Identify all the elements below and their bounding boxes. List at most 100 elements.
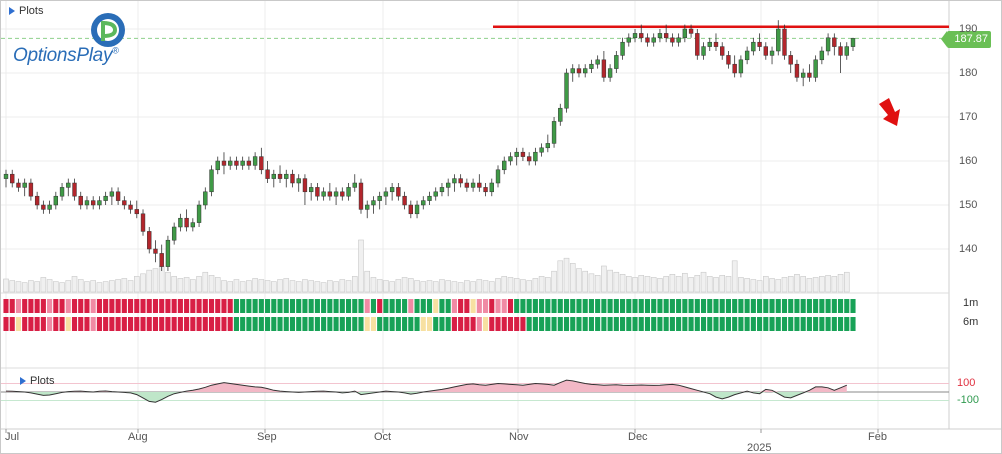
rating-cell-6m (395, 317, 401, 331)
volume-bar (21, 282, 28, 293)
rating-cell-6m (601, 317, 607, 331)
candle-body (526, 156, 532, 162)
candle-body (147, 231, 152, 250)
candle-body (10, 173, 15, 184)
rating-cell-1m (464, 299, 470, 313)
rating-cell-6m (252, 317, 258, 331)
volume-bar (109, 280, 115, 293)
candle-body (595, 59, 600, 65)
volume-bar (700, 271, 707, 293)
volume-bar (488, 281, 495, 293)
candle-body (558, 107, 563, 122)
candle-body (41, 204, 46, 210)
rating-cell-6m (408, 317, 414, 331)
rating-cell-6m (15, 317, 22, 331)
rating-cell-1m (383, 299, 389, 313)
rating-cell-1m (713, 299, 719, 313)
logo-mark-icon (91, 13, 125, 47)
candle-body (570, 68, 575, 74)
rating-cell-1m (202, 299, 208, 313)
candle-body (539, 147, 544, 153)
rating-cell-6m (694, 317, 700, 331)
bottom-plots-toggle[interactable]: Plots (20, 375, 54, 387)
rating-cell-1m (663, 299, 669, 313)
candle-body (321, 191, 326, 197)
rating-cell-6m (377, 317, 383, 331)
rating-cell-6m (788, 317, 794, 331)
candle-body (657, 33, 663, 39)
rating-cell-6m (103, 317, 109, 331)
volume-bar (196, 276, 202, 293)
candle-body (97, 200, 102, 206)
volume-bar (327, 280, 333, 293)
candle-body (763, 46, 768, 56)
volume-bar (794, 274, 800, 293)
optionsplay-logo (13, 9, 133, 71)
volume-bar (682, 272, 688, 293)
rating-cell-1m (84, 299, 90, 313)
candle-body (832, 37, 837, 47)
candle-body (701, 46, 706, 56)
volume-bar (763, 276, 769, 293)
rating-cell-1m (482, 299, 489, 313)
volume-bar (457, 282, 464, 293)
rating-cell-1m (196, 299, 202, 313)
candle-body (446, 182, 451, 188)
rating-cell-6m (794, 317, 800, 331)
volume-bar (345, 280, 352, 293)
rating-cell-6m (208, 317, 215, 331)
volume-bar (831, 276, 838, 293)
candle-body (489, 182, 494, 193)
rating-cell-6m (84, 317, 90, 331)
candle-body (115, 191, 121, 201)
rating-cell-1m (445, 299, 451, 313)
rating-cell-1m (121, 299, 127, 313)
candle-body (614, 55, 619, 69)
candle-body (53, 195, 59, 206)
rating-cell-6m (296, 317, 302, 331)
volume-bar (837, 274, 844, 293)
rating-cell-1m (545, 299, 551, 313)
candle-body (788, 55, 793, 65)
rating-cell-1m (426, 299, 433, 313)
rating-cell-1m (152, 299, 159, 313)
volume-bar (46, 279, 53, 293)
rating-cell-6m (53, 317, 59, 331)
logo-text: OptionsPlay (13, 45, 113, 66)
candle-body (601, 59, 607, 78)
candle-body (59, 187, 65, 197)
rating-cell-6m (688, 317, 694, 331)
rating-cell-6m (370, 317, 377, 331)
candle-body (383, 191, 389, 197)
volume-bar (526, 280, 532, 293)
top-plots-label: Plots (19, 5, 44, 17)
volume-bar (538, 276, 545, 293)
rating-cell-6m (769, 317, 775, 331)
oscillator-lower-label: -100 (957, 394, 980, 406)
volume-bar (171, 276, 177, 293)
candle-body (564, 72, 569, 109)
rating-cell-6m (831, 317, 837, 331)
rating-cell-6m (258, 317, 264, 331)
candle-body (744, 50, 750, 61)
rating-cell-1m (595, 299, 601, 313)
rating-cell-1m (788, 299, 794, 313)
candle-body (726, 55, 731, 65)
x-tick-label: Sep (257, 431, 277, 443)
candle-body (190, 222, 196, 228)
rating-cell-1m (750, 299, 756, 313)
rating-cell-1m (420, 299, 426, 313)
rating-cell-1m (557, 299, 563, 313)
rating-cell-6m (165, 317, 171, 331)
volume-bar (663, 276, 669, 293)
volume-bar (532, 278, 539, 293)
candle-body (607, 68, 613, 78)
rating-cell-6m (489, 317, 495, 331)
rating-cell-1m (115, 299, 121, 313)
volume-bar (694, 275, 701, 293)
rating-cell-6m (682, 317, 688, 331)
candle-body (277, 173, 283, 179)
rating-cell-1m (370, 299, 377, 313)
top-plots-toggle[interactable]: Plots (9, 5, 43, 17)
volume-bar (370, 277, 377, 293)
